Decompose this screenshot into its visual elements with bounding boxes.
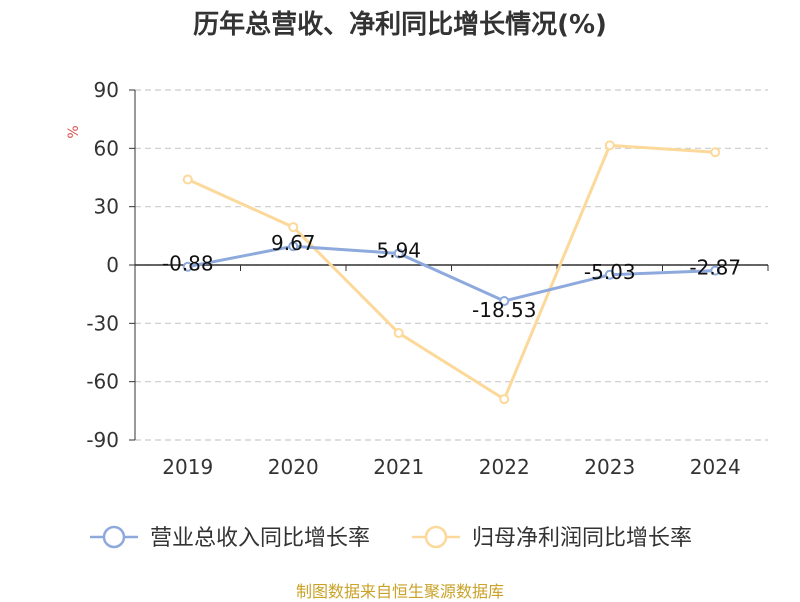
legend: 营业总收入同比增长率 归母净利润同比增长率 [90,525,692,551]
series-lines [182,140,721,405]
y-tick-label: 0 [106,253,119,277]
x-tick-label: 2020 [268,455,319,479]
series-line [187,143,716,401]
data-label: 5.94 [376,238,421,262]
legend-label: 营业总收入同比增长率 [150,526,370,551]
series-line [187,244,716,303]
data-point [182,261,193,272]
y-tick-label: 60 [94,136,119,160]
data-point [182,174,193,185]
legend-marker [424,525,448,549]
y-tick-label: 30 [94,195,119,219]
x-tick-label: 2021 [373,455,424,479]
data-point [710,265,721,276]
y-axis-unit-label: % [66,125,82,138]
x-tick-label: 2022 [479,455,530,479]
legend-marker [102,525,126,549]
data-label: -0.88 [162,252,214,276]
x-tick-label: 2023 [584,455,635,479]
data-point [499,296,510,307]
data-point [393,248,404,259]
data-label: -2.87 [689,256,741,280]
data-point [499,394,510,405]
data-point [288,241,299,252]
y-tick-label: 90 [94,78,119,102]
data-point [393,328,404,339]
y-tick-label: -60 [86,370,119,394]
x-tick-label: 2024 [690,455,741,479]
y-tick-label: -30 [86,311,119,335]
y-tick-label: -90 [86,428,119,452]
data-label: -5.03 [584,260,636,284]
data-labels: -0.88 9.67 5.94 -18.53 -5.03 -2.87 [162,231,741,322]
data-point [288,222,299,233]
chart-title: 历年总营收、净利同比增长情况(%) [193,10,607,40]
data-point [710,147,721,158]
axes: 90 60 30 0 -30 -60 -90 2019 2020 2021 2022 2023 2024 [86,78,769,479]
source-footer: 制图数据来自恒生聚源数据库 [295,582,504,601]
data-label: 9.67 [271,231,316,255]
data-point [604,269,615,280]
data-point [604,140,615,151]
data-label: -18.53 [472,298,536,322]
legend-label: 归母净利润同比增长率 [472,526,692,551]
x-tick-label: 2019 [162,455,213,479]
